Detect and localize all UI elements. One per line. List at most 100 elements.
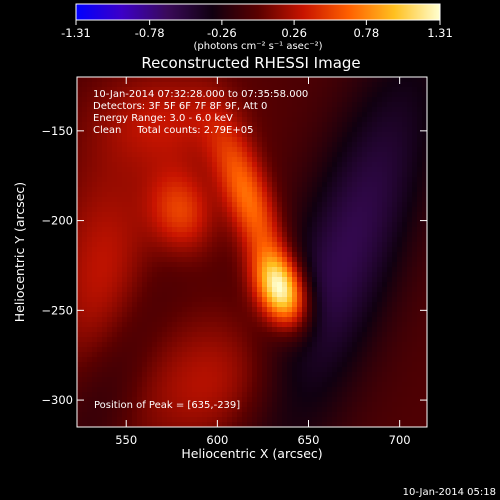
heatmap-cell: [372, 232, 378, 238]
heatmap-cell: [77, 307, 83, 313]
heatmap-cell: [327, 257, 333, 263]
heatmap-cell: [167, 157, 173, 163]
heatmap-cell: [257, 317, 263, 323]
heatmap-cell: [102, 112, 108, 118]
heatmap-cell: [412, 327, 418, 333]
heatmap-cell: [82, 227, 88, 233]
heatmap-cell: [357, 327, 363, 333]
heatmap-cell: [287, 222, 293, 228]
heatmap-cell: [87, 282, 93, 288]
heatmap-cell: [122, 222, 128, 228]
heatmap-cell: [372, 407, 378, 413]
heatmap-cell: [167, 77, 173, 83]
heatmap-cell: [212, 282, 218, 288]
heatmap-cell: [97, 272, 103, 278]
heatmap-cell: [227, 152, 233, 158]
heatmap-cell: [287, 412, 293, 418]
heatmap-cell: [352, 302, 358, 308]
heatmap-cell: [97, 402, 103, 408]
heatmap-cell: [152, 297, 158, 303]
heatmap-cell: [202, 82, 208, 88]
heatmap-cell: [287, 362, 293, 368]
heatmap-cell: [357, 217, 363, 223]
heatmap-cell: [267, 352, 273, 358]
heatmap-cell: [387, 227, 393, 233]
heatmap-cell: [397, 412, 403, 418]
heatmap-cell: [297, 172, 303, 178]
heatmap-cell: [152, 237, 158, 243]
heatmap-cell: [107, 292, 113, 298]
heatmap-cell: [392, 397, 398, 403]
heatmap-cell: [242, 112, 248, 118]
heatmap-cell: [162, 372, 168, 378]
heatmap-cell: [82, 102, 88, 108]
heatmap-cell: [112, 317, 118, 323]
heatmap-cell: [197, 237, 203, 243]
heatmap-cell: [422, 352, 427, 358]
heatmap-cell: [402, 257, 408, 263]
heatmap-cell: [172, 342, 178, 348]
heatmap-cell: [192, 157, 198, 163]
heatmap-cell: [247, 412, 253, 418]
heatmap-cell: [182, 317, 188, 323]
heatmap-cell: [387, 392, 393, 398]
heatmap-cell: [272, 137, 278, 143]
heatmap-cell: [257, 157, 263, 163]
heatmap-cell: [352, 77, 358, 83]
heatmap-cell: [227, 187, 233, 193]
heatmap-cell: [267, 247, 273, 253]
heatmap-cell: [327, 142, 333, 148]
heatmap-cell: [102, 387, 108, 393]
heatmap-cell: [277, 382, 283, 388]
heatmap-cell: [307, 397, 313, 403]
heatmap-cell: [257, 232, 263, 238]
heatmap-cell: [402, 112, 408, 118]
heatmap-cell: [322, 237, 328, 243]
heatmap-cell: [297, 257, 303, 263]
heatmap-cell: [347, 412, 353, 418]
heatmap-cell: [187, 202, 193, 208]
heatmap-cell: [132, 257, 138, 263]
heatmap-cell: [127, 312, 133, 318]
heatmap-cell: [262, 362, 268, 368]
heatmap-cell: [177, 327, 183, 333]
heatmap-cell: [242, 202, 248, 208]
heatmap-cell: [312, 187, 318, 193]
heatmap-cell: [197, 112, 203, 118]
heatmap-cell: [97, 317, 103, 323]
heatmap-cell: [217, 117, 223, 123]
heatmap-cell: [207, 352, 213, 358]
heatmap-cell: [262, 147, 268, 153]
heatmap-cell: [162, 142, 168, 148]
heatmap-cell: [82, 92, 88, 98]
heatmap-cell: [422, 122, 427, 128]
heatmap-cell: [132, 297, 138, 303]
heatmap-cell: [302, 217, 308, 223]
heatmap-cell: [102, 142, 108, 148]
heatmap-cell: [157, 87, 163, 93]
heatmap-cell: [132, 102, 138, 108]
heatmap-cell: [167, 227, 173, 233]
heatmap-cell: [327, 182, 333, 188]
heatmap-cell: [92, 237, 98, 243]
heatmap-cell: [302, 307, 308, 313]
heatmap-cell: [417, 227, 423, 233]
heatmap-cell: [87, 242, 93, 248]
heatmap-cell: [392, 302, 398, 308]
heatmap-cell: [307, 377, 313, 383]
heatmap-cell: [402, 117, 408, 123]
heatmap-cell: [177, 357, 183, 363]
heatmap-cell: [342, 242, 348, 248]
heatmap-cell: [232, 157, 238, 163]
heatmap-cell: [272, 222, 278, 228]
heatmap-cell: [312, 212, 318, 218]
heatmap-cell: [172, 207, 178, 213]
heatmap-cell: [137, 92, 143, 98]
heatmap-cell: [182, 227, 188, 233]
heatmap-cell: [222, 197, 228, 203]
heatmap-cell: [337, 367, 343, 373]
heatmap-cell: [312, 217, 318, 223]
heatmap-cell: [347, 362, 353, 368]
heatmap-cell: [157, 142, 163, 148]
heatmap-cell: [172, 102, 178, 108]
